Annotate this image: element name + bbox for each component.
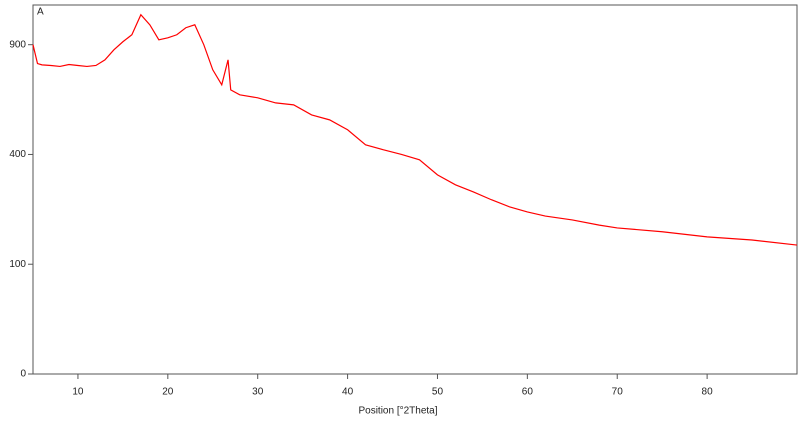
x-tick-label: 10 (72, 387, 84, 398)
plot-frame (32, 4, 798, 375)
y-tick-label: 0 (20, 369, 26, 380)
y-tick-label: 100 (9, 259, 26, 270)
x-tick-label: 50 (432, 387, 444, 398)
x-tick-label: 60 (522, 387, 534, 398)
x-tick-label: 30 (252, 387, 264, 398)
panel-label: A (37, 7, 44, 18)
y-tick-label: 900 (9, 39, 26, 50)
x-tick-label: 20 (162, 387, 174, 398)
y-tick-label: 400 (9, 149, 26, 160)
data-line (32, 13, 798, 246)
x-tick-label: 70 (612, 387, 624, 398)
x-axis-title: Position [°2Theta] (358, 406, 437, 417)
x-tick-label: 80 (702, 387, 714, 398)
x-tick-label: 40 (342, 387, 354, 398)
